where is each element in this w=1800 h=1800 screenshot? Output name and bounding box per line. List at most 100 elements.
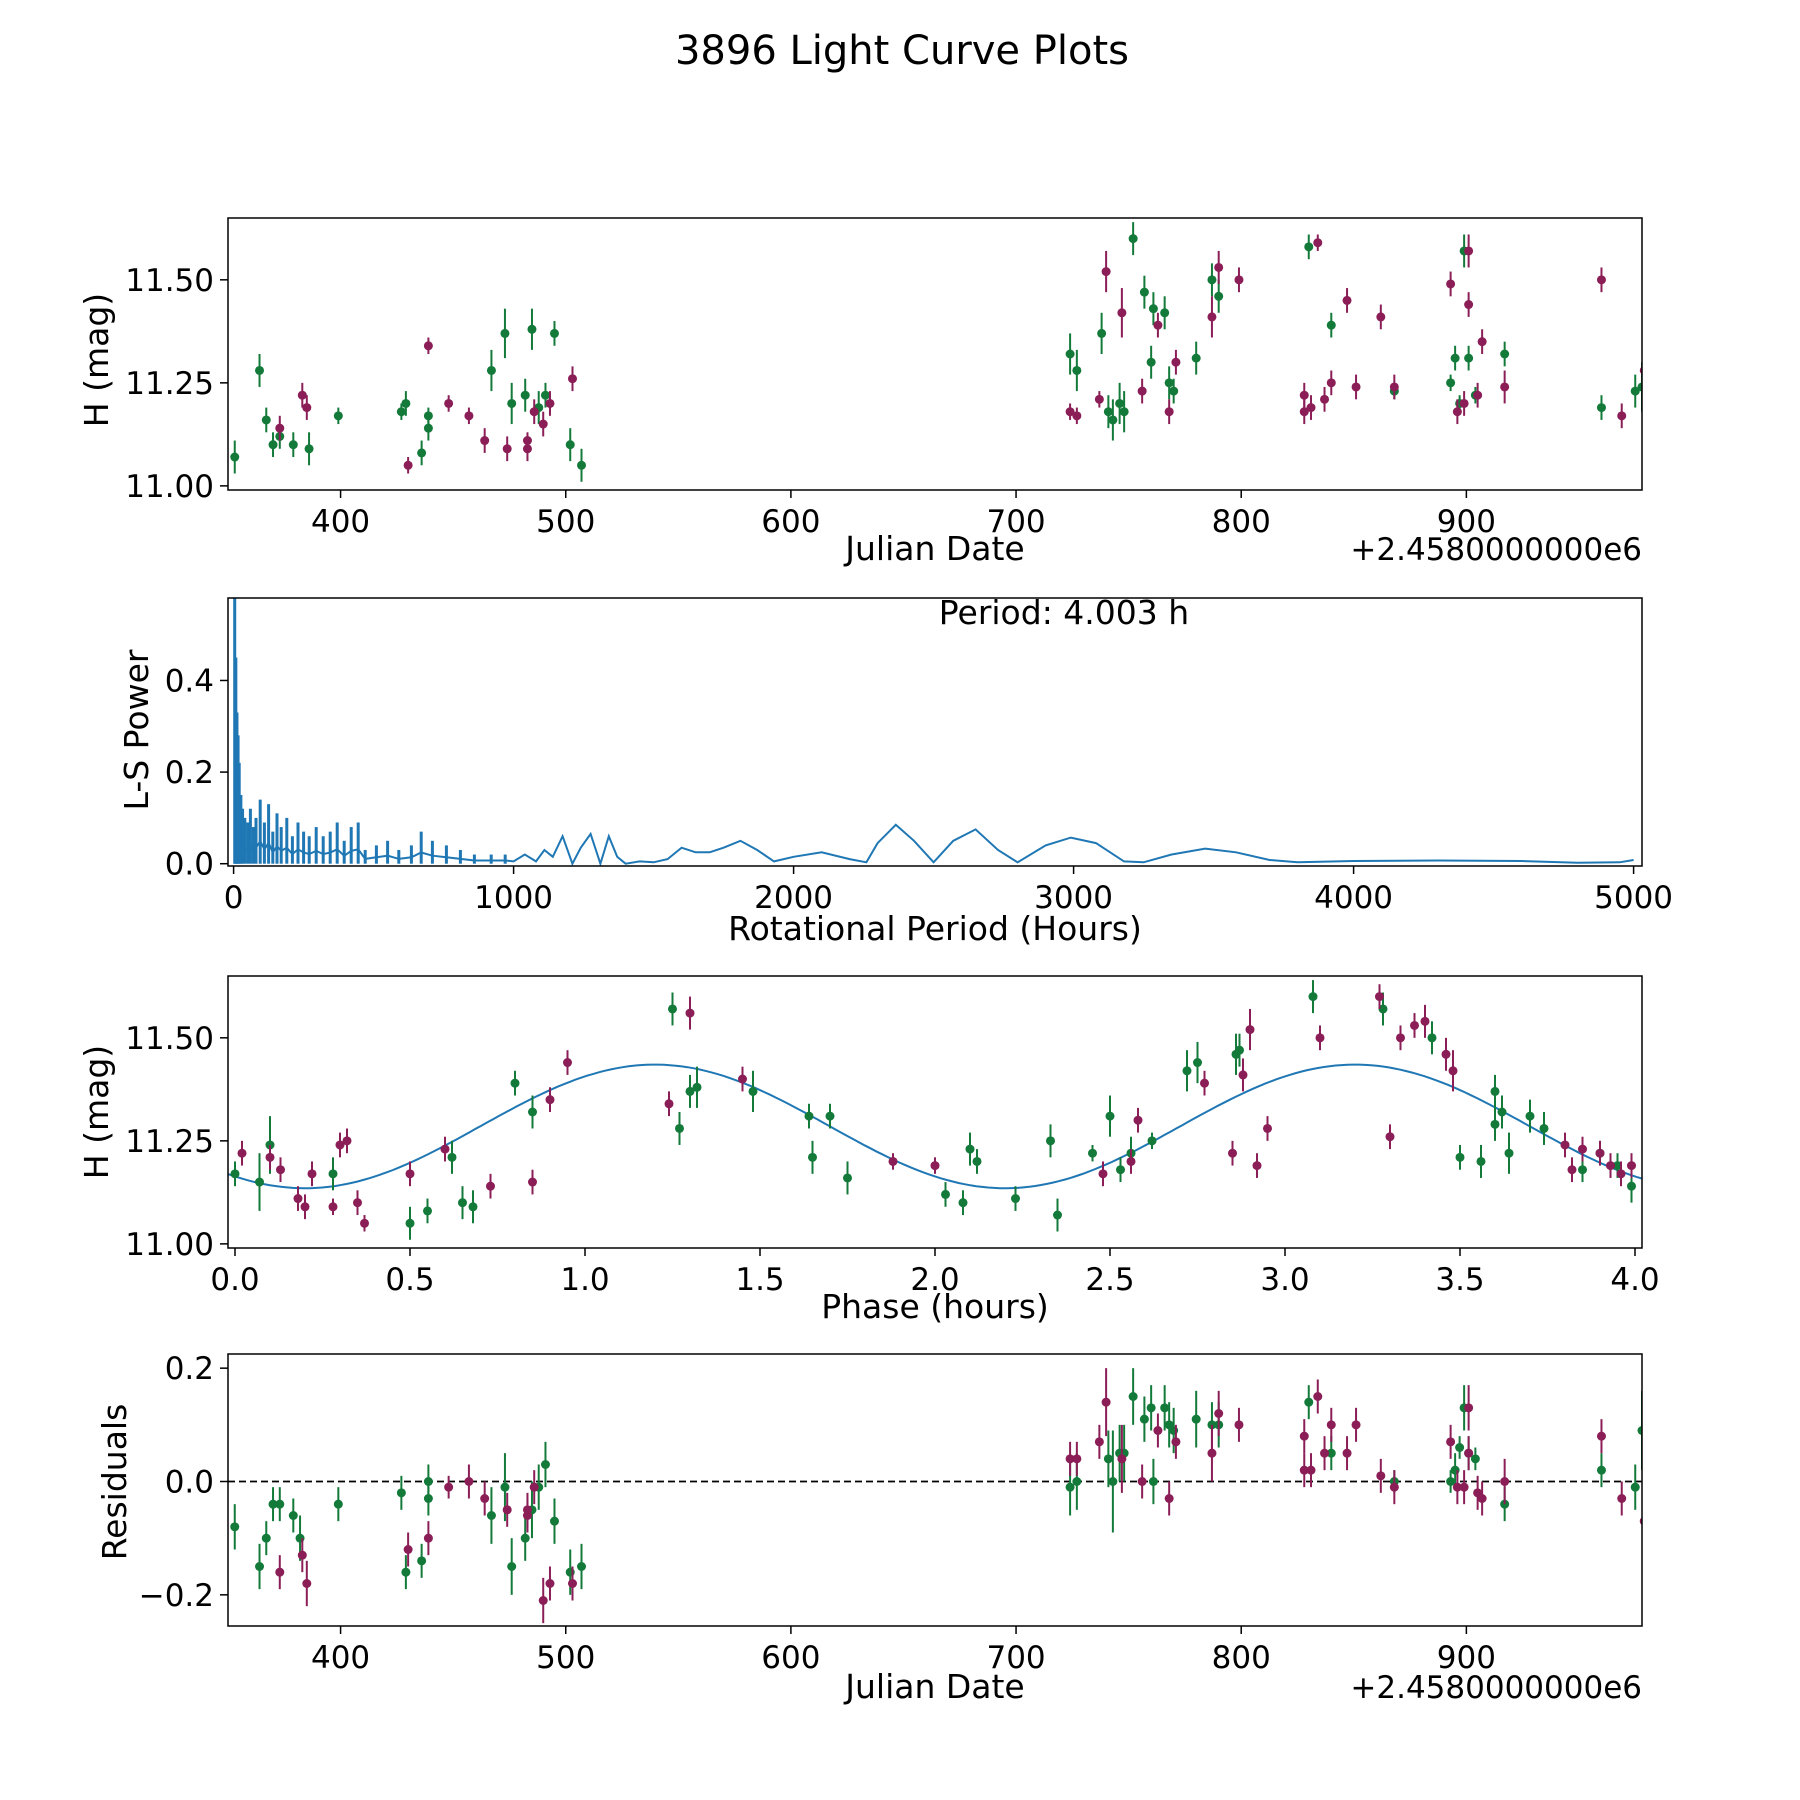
residuals-point-purple [1094, 1437, 1104, 1447]
residuals-point-purple [1617, 1494, 1627, 1503]
phase-point-purple [1560, 1140, 1570, 1150]
phase-point-green [328, 1169, 338, 1179]
lightcurve-point-purple [1171, 357, 1181, 367]
residuals-point-purple [1065, 1454, 1075, 1464]
residuals-point-purple [480, 1494, 490, 1503]
residuals-point-green [1470, 1454, 1480, 1464]
residuals-point-green [1108, 1477, 1118, 1486]
lightcurve-ylabel: H (mag) [77, 293, 116, 427]
residuals-point-green [1146, 1403, 1156, 1413]
residuals-point-purple [1376, 1471, 1386, 1481]
phase-xtick-label: 0.0 [210, 1262, 259, 1298]
lightcurve-point-purple [297, 390, 307, 400]
lightcurve-point-purple [275, 423, 285, 433]
lightcurve-point-purple [403, 460, 413, 470]
lightcurve-point-green [1097, 328, 1107, 338]
phase-point-purple [307, 1169, 317, 1179]
lightcurve-point-green [1500, 349, 1510, 359]
residuals-point-green [1191, 1414, 1201, 1424]
phase-point-purple [1627, 1161, 1636, 1171]
lightcurve-xtick-label: 600 [761, 504, 820, 540]
lightcurve-ytick-label: 11.50 [125, 263, 214, 299]
phase-ytick-label: 11.00 [125, 1227, 214, 1263]
lightcurve-ytick-label: 11.00 [125, 469, 214, 505]
phase-point-purple [265, 1152, 275, 1162]
phase-xtick-label: 0.5 [385, 1262, 434, 1298]
lightcurve-xlabel: Julian Date [843, 529, 1025, 568]
lightcurve-point-green [1630, 386, 1640, 396]
residuals-point-green [423, 1494, 433, 1503]
residuals-point-purple [1477, 1494, 1487, 1503]
residuals-xtick-label: 500 [536, 1640, 595, 1676]
lightcurve-point-green [1191, 353, 1201, 363]
lightcurve-point-green [1164, 378, 1174, 388]
residuals-point-green [255, 1562, 265, 1571]
panel-residuals: Julian Date Residuals +2.4580000000e6 40… [95, 1351, 1643, 1706]
residuals-point-purple [1464, 1448, 1474, 1458]
residuals-point-purple [1452, 1482, 1462, 1492]
lightcurve-point-green [1139, 287, 1149, 297]
phase-point-green [1193, 1058, 1202, 1068]
lightcurve-point-green [396, 407, 406, 417]
phase-point-green [1116, 1165, 1125, 1175]
phase-point-purple [276, 1165, 285, 1175]
residuals-point-purple [1207, 1448, 1217, 1458]
lightcurve-point-purple [538, 419, 548, 429]
figure-title: 3896 Light Curve Plots [675, 28, 1129, 74]
phase-point-purple [1441, 1049, 1451, 1059]
periodogram-ylabel: L-S Power [117, 649, 156, 810]
phase-point-green [748, 1086, 758, 1096]
residuals-point-purple [1137, 1477, 1147, 1486]
residuals-point-green [417, 1556, 427, 1566]
phase-point-green [1490, 1119, 1500, 1129]
lightcurve-xtick-label: 800 [1212, 504, 1271, 540]
phase-point-green [1539, 1123, 1549, 1133]
residuals-point-purple [1153, 1426, 1163, 1435]
residuals-point-purple [545, 1579, 555, 1588]
phase-xtick-label: 3.5 [1435, 1262, 1484, 1298]
residuals-xtick-label: 900 [1437, 1640, 1496, 1676]
lightcurve-point-green [1169, 386, 1179, 396]
residuals-point-purple [302, 1579, 312, 1588]
phase-point-purple [563, 1058, 572, 1068]
lightcurve-xtick-label: 700 [986, 504, 1045, 540]
lightcurve-point-purple [1617, 411, 1627, 421]
residuals-xtick-label: 800 [1212, 1640, 1271, 1676]
periodogram-ytick-label: 0.2 [165, 755, 214, 791]
phase-point-green [1105, 1111, 1115, 1121]
phase-point-green [1455, 1152, 1465, 1162]
periodogram-ytick-label: 0.4 [165, 663, 214, 699]
periodogram-xtick-label: 4000 [1314, 880, 1393, 916]
lightcurve-plot-area [230, 222, 1642, 482]
lightcurve-point-purple [1306, 403, 1316, 413]
lightcurve-point-green [1148, 304, 1158, 314]
lightcurve-point-green [577, 460, 586, 470]
panel-periodogram: Rotational Period (Hours) L-S Power Peri… [117, 593, 1673, 948]
phase-point-green [1235, 1045, 1244, 1055]
residuals-point-green [1326, 1448, 1336, 1458]
phase-point-purple [440, 1144, 450, 1154]
lightcurve-point-green [230, 452, 240, 462]
lightcurve-point-green [1446, 378, 1456, 388]
phase-ytick-label: 11.50 [125, 1021, 214, 1057]
residuals-point-purple [1101, 1397, 1111, 1407]
residuals-point-purple [1214, 1409, 1224, 1418]
residuals-point-green [1139, 1414, 1149, 1424]
phase-point-green [1147, 1136, 1157, 1146]
lightcurve-point-purple [1320, 394, 1330, 404]
residuals-point-green [540, 1460, 550, 1469]
phase-point-green [1476, 1156, 1486, 1166]
lightcurve-point-purple [423, 341, 433, 351]
phase-point-green [1627, 1181, 1636, 1191]
phase-point-purple [1200, 1078, 1209, 1088]
residuals-plot-area [228, 1368, 1642, 1624]
phase-ylabel: H (mag) [77, 1045, 116, 1179]
lightcurve-point-green [500, 328, 510, 338]
phase-model-curve [228, 1063, 1642, 1190]
panel-lightcurve: Julian Date H (mag) +2.4580000000e6 400 5… [77, 217, 1643, 568]
phase-point-purple [1133, 1115, 1143, 1125]
phase-point-purple [353, 1198, 362, 1208]
phase-point-green [1427, 1033, 1437, 1043]
lightcurve-point-purple [1464, 300, 1474, 310]
